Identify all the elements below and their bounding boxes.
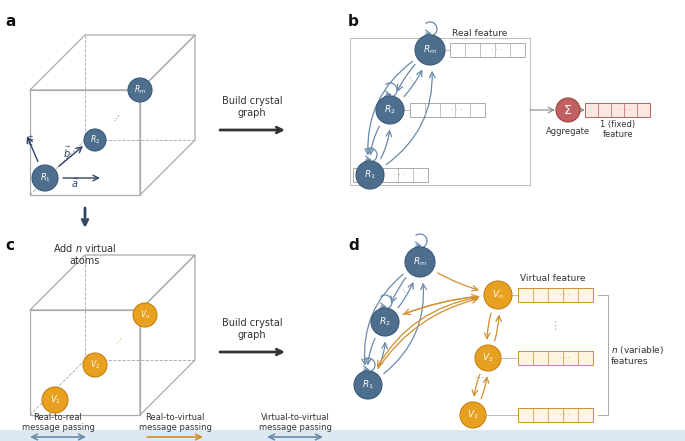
Text: $R_m$: $R_m$: [423, 44, 437, 56]
Text: $V_2$: $V_2$: [90, 359, 100, 371]
Text: ···: ···: [396, 287, 410, 301]
Circle shape: [405, 247, 435, 277]
Text: Virtual feature: Virtual feature: [520, 274, 586, 283]
Text: Build crystal
graph: Build crystal graph: [222, 318, 282, 340]
Bar: [450, 43, 525, 57]
Circle shape: [460, 402, 486, 428]
Text: · · ·: · · ·: [559, 412, 570, 418]
Circle shape: [32, 165, 58, 191]
Bar: [350, 38, 530, 185]
Text: b: b: [348, 14, 359, 29]
Circle shape: [371, 308, 399, 336]
Circle shape: [84, 129, 106, 151]
Text: $\vec{b}$: $\vec{b}$: [63, 145, 71, 160]
Text: $R_2$: $R_2$: [90, 134, 100, 146]
Text: $R_2$: $R_2$: [379, 316, 391, 328]
Circle shape: [42, 387, 68, 413]
Text: ···: ···: [112, 110, 125, 123]
Circle shape: [354, 371, 382, 399]
Text: $V_1$: $V_1$: [49, 394, 60, 406]
Circle shape: [376, 96, 404, 124]
Circle shape: [356, 161, 384, 189]
Text: · · ·: · · ·: [491, 47, 502, 53]
Bar: [0, 430, 685, 441]
Text: ···: ···: [475, 373, 486, 383]
Text: Add $n$ virtual
atoms: Add $n$ virtual atoms: [53, 242, 117, 265]
Text: · · ·: · · ·: [559, 355, 570, 361]
Text: $\vec{a}$: $\vec{a}$: [71, 176, 79, 190]
Text: ···: ···: [113, 333, 127, 347]
Text: $R_1$: $R_1$: [364, 169, 376, 181]
Text: $R_m$: $R_m$: [413, 256, 427, 268]
Text: Real-to-virtual
message passing: Real-to-virtual message passing: [138, 413, 212, 432]
Text: $V_n$: $V_n$: [492, 289, 504, 301]
Bar: [353, 168, 428, 182]
Bar: [518, 288, 593, 302]
Text: $V_n$: $V_n$: [140, 309, 150, 321]
Text: ···: ···: [403, 75, 417, 89]
Text: $\Sigma$: $\Sigma$: [564, 104, 573, 116]
Circle shape: [128, 78, 152, 102]
Bar: [410, 103, 485, 117]
Text: $R_2$: $R_2$: [384, 104, 396, 116]
Text: ⋮: ⋮: [549, 321, 560, 332]
Text: $R_1$: $R_1$: [362, 379, 374, 391]
Circle shape: [475, 345, 501, 371]
Circle shape: [484, 281, 512, 309]
Bar: [518, 408, 593, 422]
Text: 1 (fixed)
feature: 1 (fixed) feature: [601, 120, 636, 139]
Text: $V_2$: $V_2$: [482, 352, 494, 364]
Text: $V_1$: $V_1$: [467, 409, 479, 421]
Circle shape: [83, 353, 107, 377]
Text: Real feature: Real feature: [452, 29, 508, 38]
Text: Real-to-real
message passing: Real-to-real message passing: [21, 413, 95, 432]
Text: a: a: [5, 14, 15, 29]
Circle shape: [415, 35, 445, 65]
Text: $\vec{c}$: $\vec{c}$: [27, 135, 35, 148]
Bar: [585, 103, 650, 117]
Text: $n$ (variable)
features: $n$ (variable) features: [611, 344, 664, 366]
Text: Aggregate: Aggregate: [546, 127, 590, 136]
Text: $R_m$: $R_m$: [134, 84, 146, 96]
Text: d: d: [348, 238, 359, 253]
Text: · · ·: · · ·: [451, 107, 462, 113]
Text: Build crystal
graph: Build crystal graph: [222, 97, 282, 118]
Text: $R_1$: $R_1$: [40, 172, 51, 184]
Text: · · ·: · · ·: [620, 107, 631, 113]
Circle shape: [133, 303, 157, 327]
Text: Virtual-to-virtual
message passing: Virtual-to-virtual message passing: [258, 413, 332, 432]
Text: c: c: [5, 238, 14, 253]
Text: · · ·: · · ·: [394, 172, 405, 178]
Circle shape: [556, 98, 580, 122]
Text: · · ·: · · ·: [559, 292, 570, 298]
Bar: [518, 351, 593, 365]
